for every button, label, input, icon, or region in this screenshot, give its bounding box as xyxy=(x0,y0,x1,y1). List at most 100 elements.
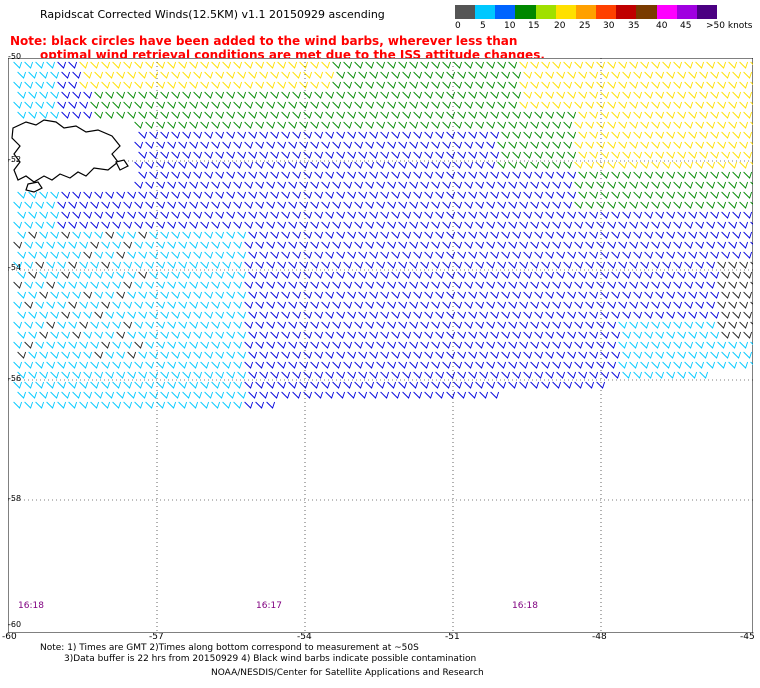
wind-barb xyxy=(600,371,610,379)
wind-barb xyxy=(651,201,661,209)
wind-barb xyxy=(640,261,650,269)
wind-barb xyxy=(633,291,643,299)
wind-barb xyxy=(288,261,298,269)
wind-barb xyxy=(266,81,276,89)
wind-barb xyxy=(457,251,467,259)
wind-barb xyxy=(68,341,78,349)
wind-barb xyxy=(574,141,584,149)
wind-barb xyxy=(684,201,694,209)
wind-barb xyxy=(116,331,126,339)
wind-barb xyxy=(662,361,672,369)
wind-barb xyxy=(178,141,188,149)
wind-barb xyxy=(226,391,236,399)
wind-barb xyxy=(134,321,144,329)
wind-barb xyxy=(750,321,753,326)
wind-barb xyxy=(244,281,254,289)
wind-barb xyxy=(248,311,258,319)
wind-barb xyxy=(732,331,742,339)
wind-barb xyxy=(200,181,210,189)
wind-barb xyxy=(255,101,265,109)
wind-barb xyxy=(354,361,364,369)
wind-barb xyxy=(61,251,71,259)
wind-barb xyxy=(435,231,445,239)
wind-barb xyxy=(112,281,122,289)
wind-barb xyxy=(574,221,584,229)
wind-barb xyxy=(299,281,309,289)
wind-barb xyxy=(314,151,324,159)
wind-barb xyxy=(684,321,694,329)
wind-barb xyxy=(622,131,632,139)
wind-barb xyxy=(215,91,225,99)
wind-barb xyxy=(607,201,617,209)
wind-barb xyxy=(17,291,27,299)
wind-barb xyxy=(706,221,716,229)
wind-barb xyxy=(545,151,555,159)
wind-barb xyxy=(266,321,276,329)
wind-barb xyxy=(116,311,126,319)
wind-barb xyxy=(475,301,485,309)
wind-barb xyxy=(710,151,720,159)
wind-barb xyxy=(204,211,214,219)
wind-barb xyxy=(662,341,672,349)
wind-barb xyxy=(508,201,518,209)
wind-barb xyxy=(277,161,287,169)
wind-barb xyxy=(369,111,379,119)
wind-barb xyxy=(420,161,430,169)
wind-barb xyxy=(200,281,210,289)
wind-barb xyxy=(486,381,496,389)
wind-barb xyxy=(739,201,749,209)
wind-barb xyxy=(541,121,551,129)
wind-barb xyxy=(629,221,639,229)
wind-barb xyxy=(365,61,375,69)
wind-barb xyxy=(464,301,474,309)
wind-barb xyxy=(134,181,144,189)
wind-barb xyxy=(189,121,199,129)
wind-barb xyxy=(490,211,500,219)
wind-barb xyxy=(596,341,606,349)
wind-barb xyxy=(189,301,199,309)
wind-barb xyxy=(545,211,555,219)
wind-barb xyxy=(512,191,522,199)
wind-barb xyxy=(233,61,243,69)
wind-barb xyxy=(79,101,89,109)
wind-barb xyxy=(611,151,621,159)
wind-barb xyxy=(46,281,56,289)
wind-barb xyxy=(138,291,148,299)
wind-barb xyxy=(57,221,67,229)
wind-barb xyxy=(237,91,247,99)
wind-barb xyxy=(464,221,474,229)
wind-barb xyxy=(673,261,683,269)
wind-barb xyxy=(486,141,496,149)
wind-barb xyxy=(343,281,353,289)
wind-barb xyxy=(699,231,709,239)
wind-barb xyxy=(160,131,170,139)
wind-barb xyxy=(710,211,720,219)
wind-barb xyxy=(391,211,401,219)
wind-barb xyxy=(622,371,632,379)
wind-barb xyxy=(101,381,111,389)
wind-barb xyxy=(358,351,368,359)
wind-barb xyxy=(519,361,529,369)
wind-barb xyxy=(90,101,100,109)
wind-barb xyxy=(369,231,379,239)
wind-barb xyxy=(512,151,522,159)
wind-barb xyxy=(464,141,474,149)
wind-barb xyxy=(343,341,353,349)
wind-barb xyxy=(369,251,379,259)
wind-barb xyxy=(343,381,353,389)
wind-barb xyxy=(101,361,111,369)
wind-barb xyxy=(376,281,386,289)
wind-barb xyxy=(468,191,478,199)
wind-barb xyxy=(17,111,27,119)
wind-barb xyxy=(743,191,753,199)
wind-barb xyxy=(387,181,397,189)
wind-barb xyxy=(486,181,496,189)
wind-barb xyxy=(673,201,683,209)
wind-barb xyxy=(292,131,302,139)
wind-barb xyxy=(545,91,555,99)
wind-barb xyxy=(673,301,683,309)
wind-barb xyxy=(391,371,401,379)
wind-barb xyxy=(281,271,291,279)
wind-barb xyxy=(266,341,276,349)
wind-barb xyxy=(453,381,463,389)
